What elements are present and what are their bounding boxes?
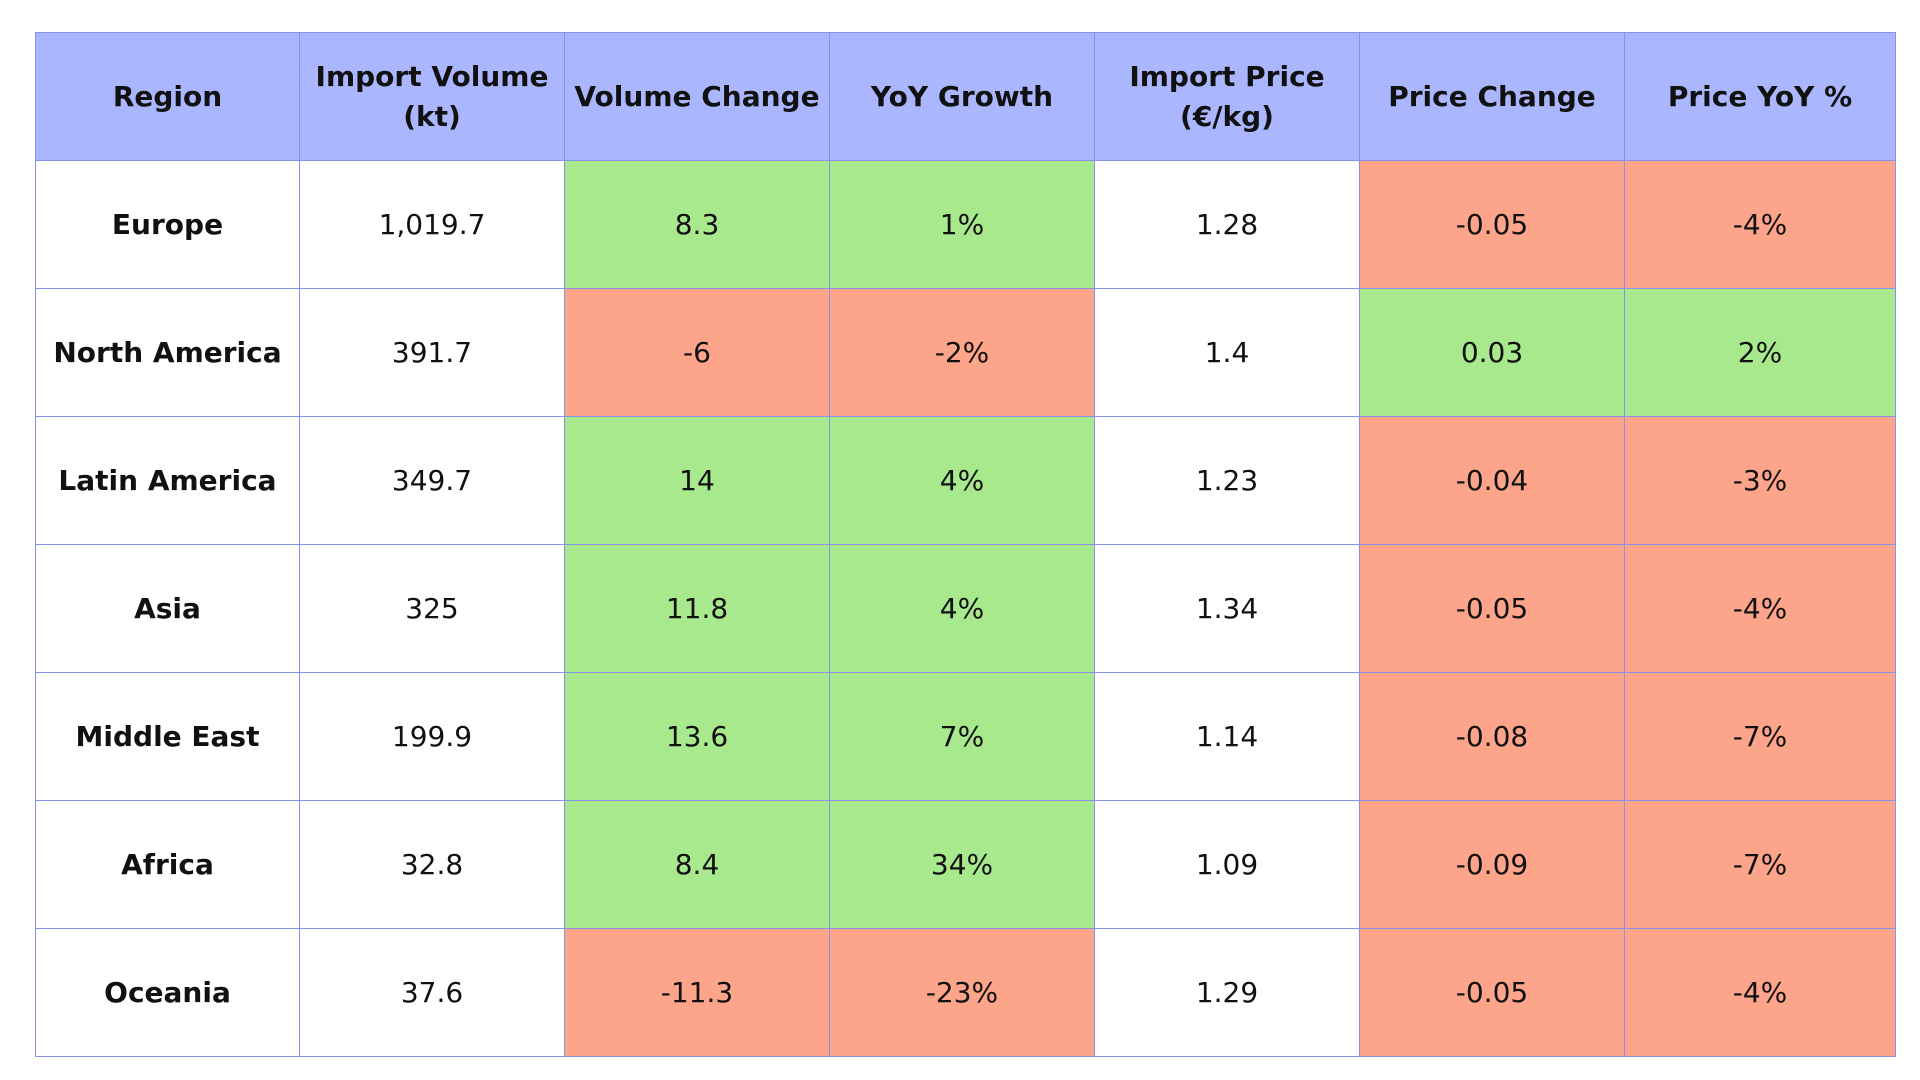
cell-price-change: -0.09 xyxy=(1359,800,1625,929)
header-price-yoy: Price YoY % xyxy=(1624,32,1896,161)
header-price-change: Price Change xyxy=(1359,32,1625,161)
region-cell: North America xyxy=(35,288,300,417)
cell-price-yoy: -7% xyxy=(1624,672,1896,801)
cell-price-yoy: -4% xyxy=(1624,544,1896,673)
cell-import-volume: 1,019.7 xyxy=(299,160,565,289)
header-row: Region Import Volume (kt) Volume Change YoY… xyxy=(35,32,1896,161)
cell-import-volume: 391.7 xyxy=(299,288,565,417)
header-import-volume: Import Volume (kt) xyxy=(299,32,565,161)
cell-import-volume: 32.8 xyxy=(299,800,565,929)
cell-price-yoy: -4% xyxy=(1624,928,1896,1057)
cell-yoy-growth: -2% xyxy=(829,288,1095,417)
cell-import-price: 1.09 xyxy=(1094,800,1360,929)
table-row: Middle East 199.9 13.6 7% 1.14 -0.08 -7% xyxy=(35,672,1896,801)
region-cell: Europe xyxy=(35,160,300,289)
region-cell: Latin America xyxy=(35,416,300,545)
data-table-container: Region Import Volume (kt) Volume Change YoY… xyxy=(35,32,1896,1057)
cell-price-yoy: -3% xyxy=(1624,416,1896,545)
cell-volume-change: 8.4 xyxy=(564,800,830,929)
table-body: Europe 1,019.7 8.3 1% 1.28 -0.05 -4% North Amer… xyxy=(35,160,1896,1057)
cell-price-change: -0.05 xyxy=(1359,160,1625,289)
table-row: Africa 32.8 8.4 34% 1.09 -0.09 -7% xyxy=(35,800,1896,929)
cell-volume-change: -11.3 xyxy=(564,928,830,1057)
cell-price-change: -0.05 xyxy=(1359,928,1625,1057)
cell-price-yoy: -7% xyxy=(1624,800,1896,929)
header-volume-change: Volume Change xyxy=(564,32,830,161)
cell-import-price: 1.23 xyxy=(1094,416,1360,545)
cell-volume-change: 8.3 xyxy=(564,160,830,289)
region-cell: Oceania xyxy=(35,928,300,1057)
cell-yoy-growth: 1% xyxy=(829,160,1095,289)
cell-import-price: 1.14 xyxy=(1094,672,1360,801)
header-yoy-growth: YoY Growth xyxy=(829,32,1095,161)
table-row: Asia 325 11.8 4% 1.34 -0.05 -4% xyxy=(35,544,1896,673)
cell-price-change: -0.05 xyxy=(1359,544,1625,673)
header-region: Region xyxy=(35,32,300,161)
table-row: Latin America 349.7 14 4% 1.23 -0.04 -3% xyxy=(35,416,1896,545)
cell-price-yoy: -4% xyxy=(1624,160,1896,289)
cell-yoy-growth: 4% xyxy=(829,544,1095,673)
import-data-table: Region Import Volume (kt) Volume Change YoY… xyxy=(35,32,1896,1057)
header-import-price: Import Price (€/kg) xyxy=(1094,32,1360,161)
cell-import-price: 1.4 xyxy=(1094,288,1360,417)
cell-import-price: 1.28 xyxy=(1094,160,1360,289)
table-header: Region Import Volume (kt) Volume Change YoY… xyxy=(35,32,1896,161)
table-row: Oceania 37.6 -11.3 -23% 1.29 -0.05 -4% xyxy=(35,928,1896,1057)
region-cell: Africa xyxy=(35,800,300,929)
cell-yoy-growth: 34% xyxy=(829,800,1095,929)
cell-import-price: 1.34 xyxy=(1094,544,1360,673)
table-row: North America 391.7 -6 -2% 1.4 0.03 2% xyxy=(35,288,1896,417)
cell-price-change: -0.08 xyxy=(1359,672,1625,801)
cell-import-volume: 37.6 xyxy=(299,928,565,1057)
cell-import-volume: 349.7 xyxy=(299,416,565,545)
table-row: Europe 1,019.7 8.3 1% 1.28 -0.05 -4% xyxy=(35,160,1896,289)
cell-import-price: 1.29 xyxy=(1094,928,1360,1057)
cell-yoy-growth: 7% xyxy=(829,672,1095,801)
cell-volume-change: 11.8 xyxy=(564,544,830,673)
cell-volume-change: -6 xyxy=(564,288,830,417)
region-cell: Middle East xyxy=(35,672,300,801)
cell-import-volume: 199.9 xyxy=(299,672,565,801)
cell-volume-change: 14 xyxy=(564,416,830,545)
region-cell: Asia xyxy=(35,544,300,673)
cell-yoy-growth: 4% xyxy=(829,416,1095,545)
cell-yoy-growth: -23% xyxy=(829,928,1095,1057)
cell-import-volume: 325 xyxy=(299,544,565,673)
cell-volume-change: 13.6 xyxy=(564,672,830,801)
cell-price-change: 0.03 xyxy=(1359,288,1625,417)
cell-price-yoy: 2% xyxy=(1624,288,1896,417)
cell-price-change: -0.04 xyxy=(1359,416,1625,545)
